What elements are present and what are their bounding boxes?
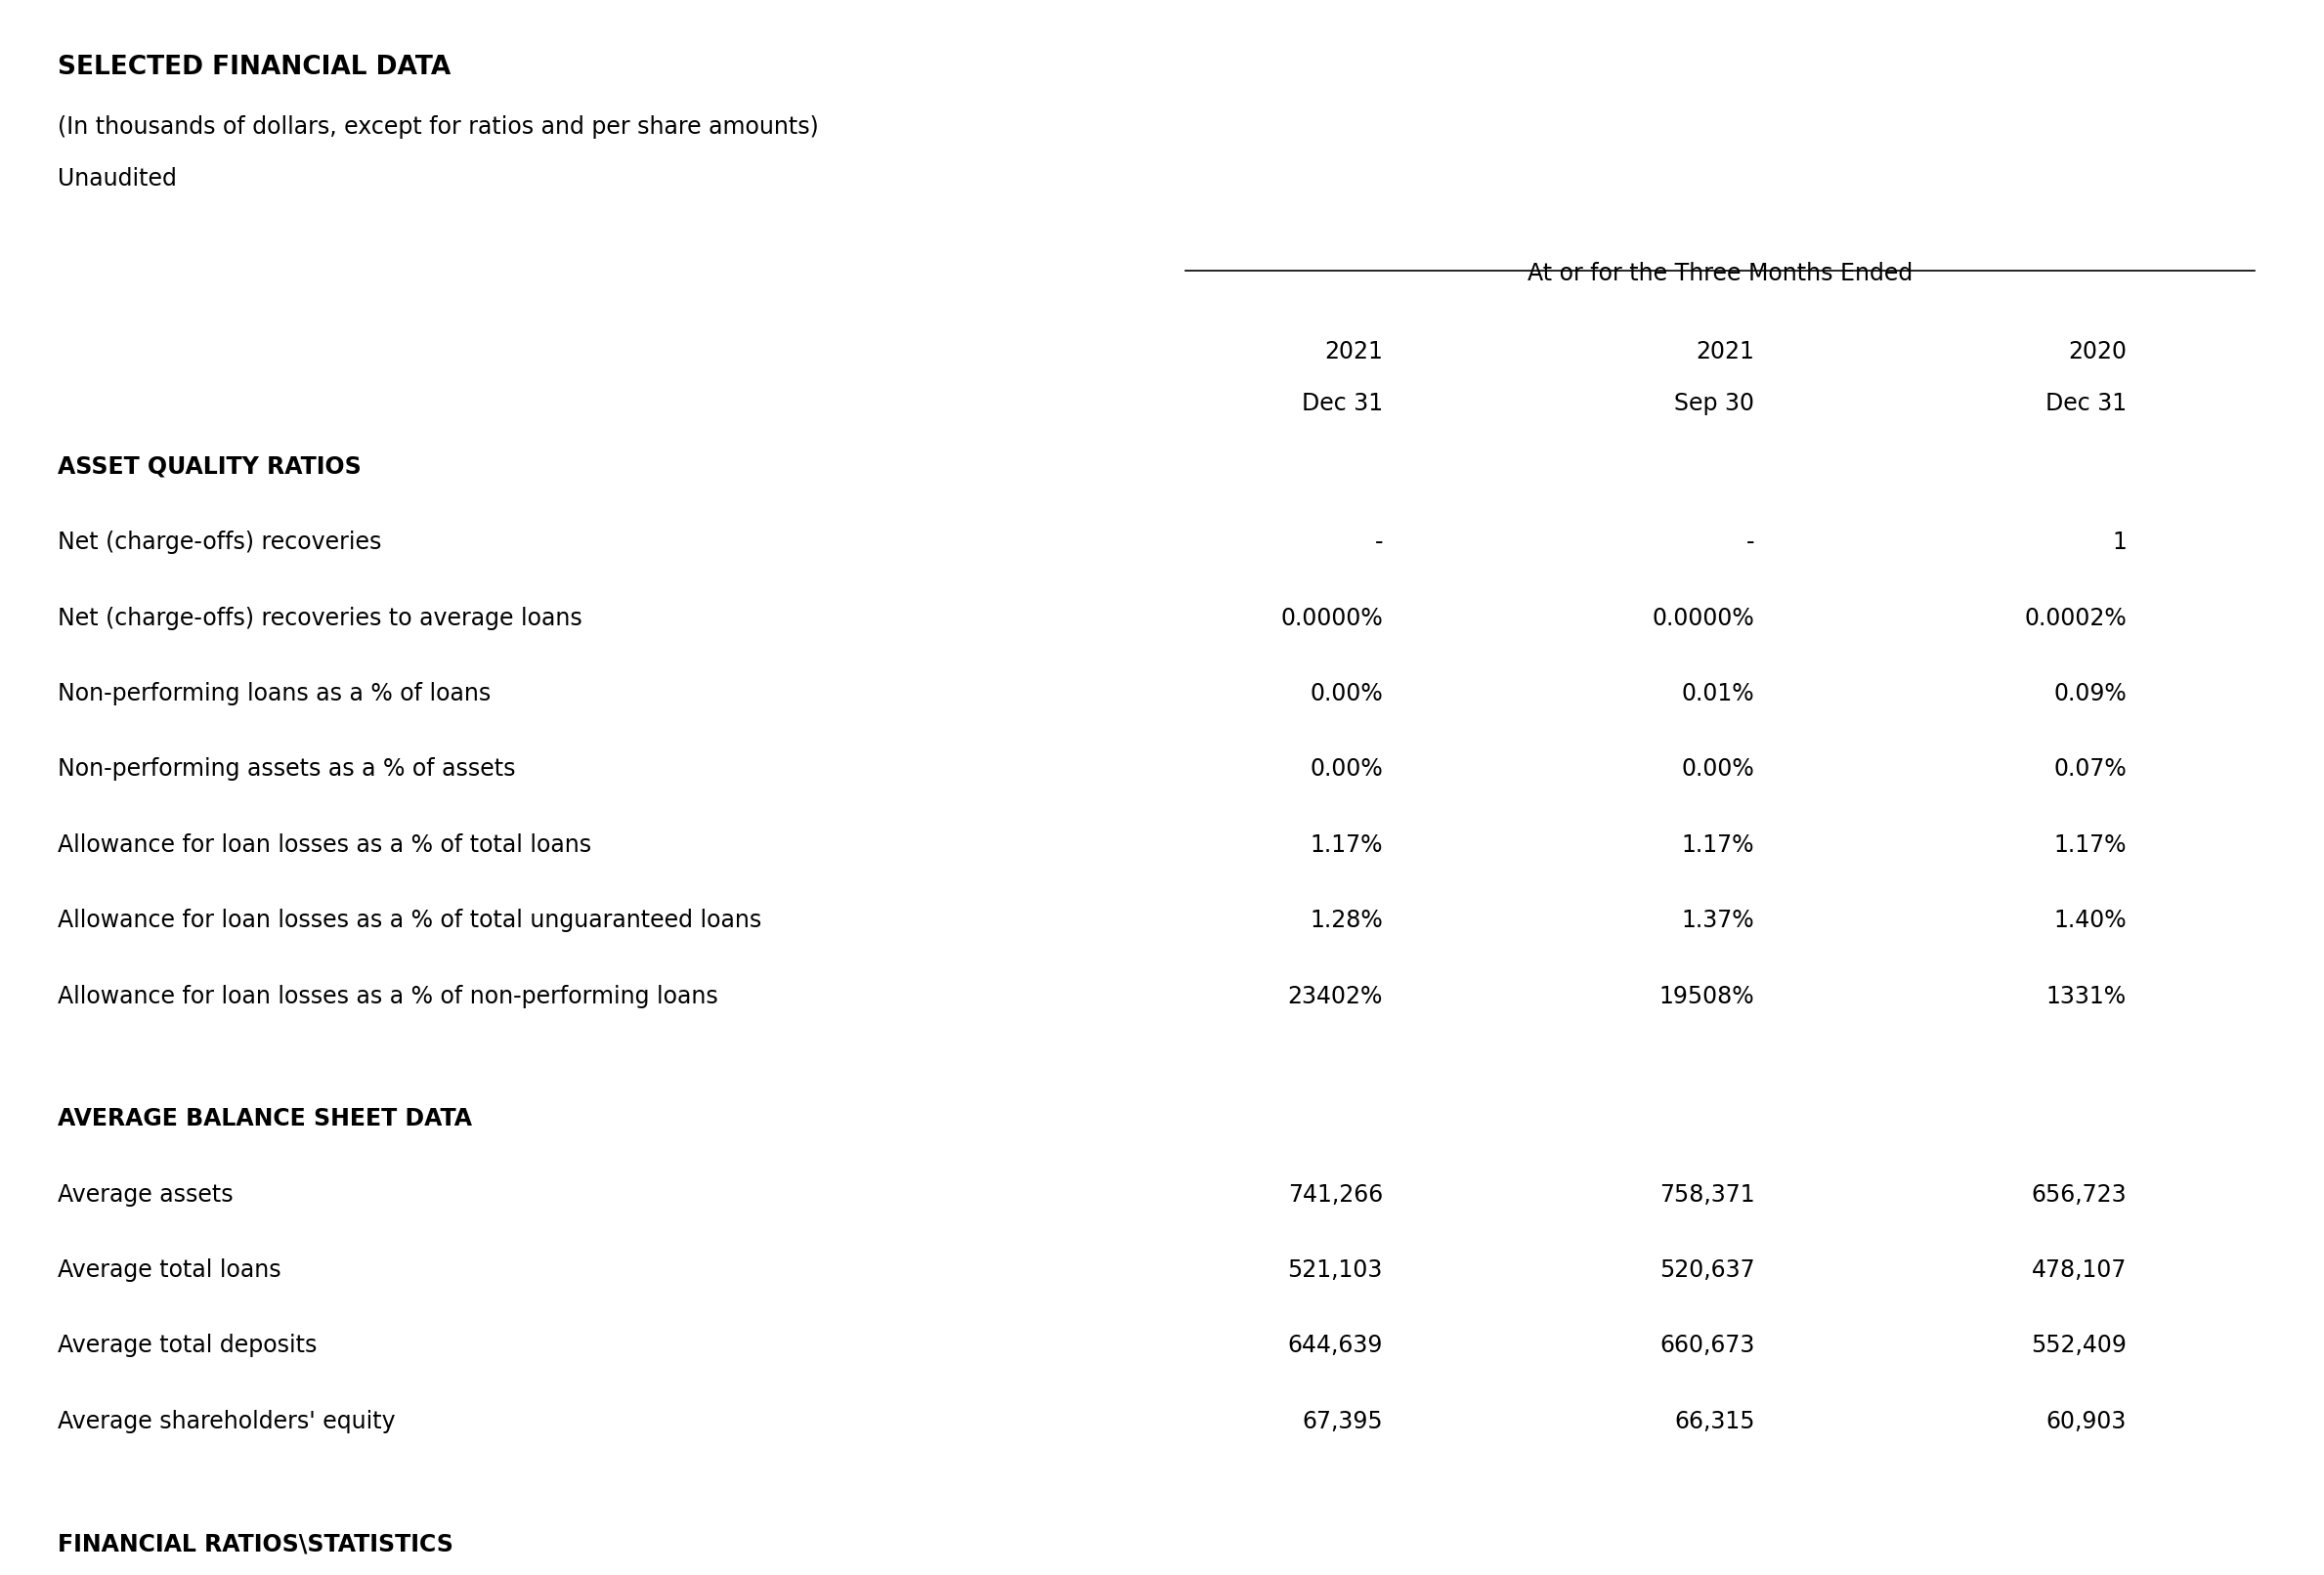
Text: 521,103: 521,103 — [1287, 1258, 1383, 1282]
Text: Average shareholders' equity: Average shareholders' equity — [58, 1410, 395, 1433]
Text: Non-performing assets as a % of assets: Non-performing assets as a % of assets — [58, 758, 516, 781]
Text: 0.00%: 0.00% — [1683, 758, 1755, 781]
Text: Sep 30: Sep 30 — [1676, 392, 1755, 416]
Text: AVERAGE BALANCE SHEET DATA: AVERAGE BALANCE SHEET DATA — [58, 1107, 472, 1131]
Text: 23402%: 23402% — [1287, 984, 1383, 1008]
Text: (In thousands of dollars, except for ratios and per share amounts): (In thousands of dollars, except for rat… — [58, 115, 818, 139]
Text: 0.0000%: 0.0000% — [1281, 606, 1383, 630]
Text: 660,673: 660,673 — [1659, 1334, 1755, 1358]
Text: ASSET QUALITY RATIOS: ASSET QUALITY RATIOS — [58, 455, 363, 479]
Text: -: - — [1373, 531, 1383, 554]
Text: 520,637: 520,637 — [1659, 1258, 1755, 1282]
Text: Net (charge-offs) recoveries to average loans: Net (charge-offs) recoveries to average … — [58, 606, 583, 630]
Text: Unaudited: Unaudited — [58, 167, 177, 191]
Text: Average assets: Average assets — [58, 1183, 235, 1206]
Text: Allowance for loan losses as a % of total unguaranteed loans: Allowance for loan losses as a % of tota… — [58, 909, 762, 932]
Text: SELECTED FINANCIAL DATA: SELECTED FINANCIAL DATA — [58, 55, 451, 80]
Text: 0.09%: 0.09% — [2054, 682, 2126, 706]
Text: Dec 31: Dec 31 — [1301, 392, 1383, 416]
Text: Non-performing loans as a % of loans: Non-performing loans as a % of loans — [58, 682, 490, 706]
Text: 644,639: 644,639 — [1287, 1334, 1383, 1358]
Text: 1.28%: 1.28% — [1311, 909, 1383, 932]
Text: 552,409: 552,409 — [2031, 1334, 2126, 1358]
Text: 0.0002%: 0.0002% — [2024, 606, 2126, 630]
Text: 2020: 2020 — [2068, 340, 2126, 364]
Text: 1.17%: 1.17% — [1311, 833, 1383, 857]
Text: 741,266: 741,266 — [1287, 1183, 1383, 1206]
Text: 66,315: 66,315 — [1673, 1410, 1755, 1433]
Text: Average total loans: Average total loans — [58, 1258, 281, 1282]
Text: Average total deposits: Average total deposits — [58, 1334, 318, 1358]
Text: Allowance for loan losses as a % of non-performing loans: Allowance for loan losses as a % of non-… — [58, 984, 718, 1008]
Text: 60,903: 60,903 — [2045, 1410, 2126, 1433]
Text: 478,107: 478,107 — [2031, 1258, 2126, 1282]
Text: 0.0000%: 0.0000% — [1652, 606, 1755, 630]
Text: 1.17%: 1.17% — [1683, 833, 1755, 857]
Text: 1331%: 1331% — [2045, 984, 2126, 1008]
Text: Net (charge-offs) recoveries: Net (charge-offs) recoveries — [58, 531, 381, 554]
Text: 656,723: 656,723 — [2031, 1183, 2126, 1206]
Text: 1.37%: 1.37% — [1683, 909, 1755, 932]
Text: 1.17%: 1.17% — [2054, 833, 2126, 857]
Text: Dec 31: Dec 31 — [2045, 392, 2126, 416]
Text: 0.00%: 0.00% — [1311, 682, 1383, 706]
Text: FINANCIAL RATIOS\STATISTICS: FINANCIAL RATIOS\STATISTICS — [58, 1532, 453, 1556]
Text: 2021: 2021 — [1697, 340, 1755, 364]
Text: -: - — [1745, 531, 1755, 554]
Text: At or for the Three Months Ended: At or for the Three Months Ended — [1527, 261, 1913, 285]
Text: 0.00%: 0.00% — [1311, 758, 1383, 781]
Text: 1.40%: 1.40% — [2054, 909, 2126, 932]
Text: 1: 1 — [2113, 531, 2126, 554]
Text: 19508%: 19508% — [1659, 984, 1755, 1008]
Text: 67,395: 67,395 — [1301, 1410, 1383, 1433]
Text: 2021: 2021 — [1325, 340, 1383, 364]
Text: Allowance for loan losses as a % of total loans: Allowance for loan losses as a % of tota… — [58, 833, 593, 857]
Text: 0.07%: 0.07% — [2054, 758, 2126, 781]
Text: 0.01%: 0.01% — [1683, 682, 1755, 706]
Text: 758,371: 758,371 — [1659, 1183, 1755, 1206]
